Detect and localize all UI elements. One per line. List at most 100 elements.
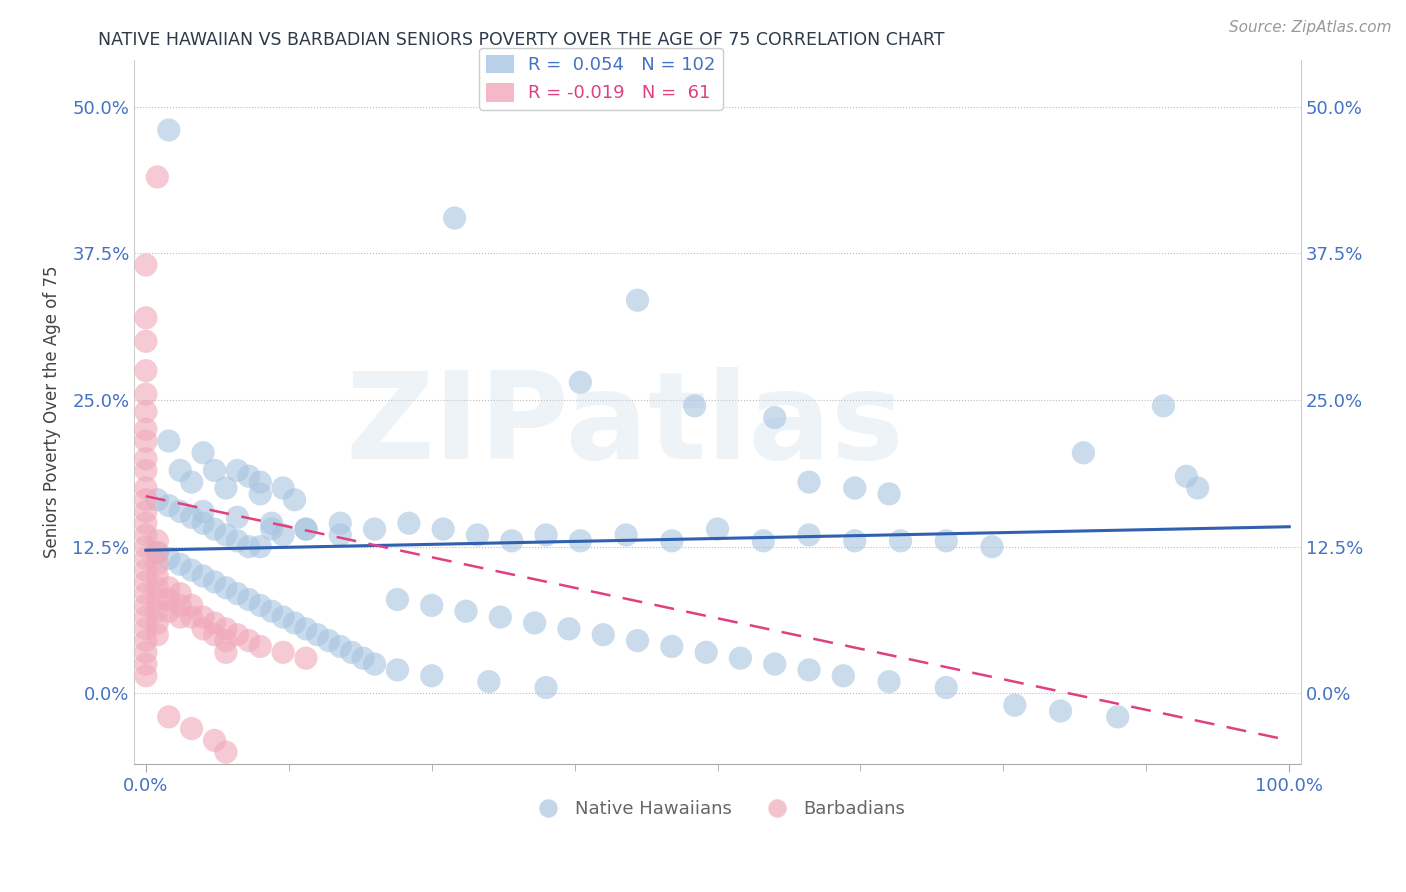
Barbadians	[146, 545, 169, 559]
Native Hawaiians	[695, 645, 717, 659]
Native Hawaiians	[260, 516, 283, 531]
Barbadians	[191, 622, 214, 636]
Barbadians	[157, 710, 180, 724]
Native Hawaiians	[1049, 704, 1071, 718]
Native Hawaiians	[307, 628, 329, 642]
Native Hawaiians	[238, 540, 260, 554]
Native Hawaiians	[1187, 481, 1209, 495]
Native Hawaiians	[157, 123, 180, 137]
Native Hawaiians	[569, 533, 592, 548]
Native Hawaiians	[467, 528, 489, 542]
Native Hawaiians	[844, 481, 866, 495]
Native Hawaiians	[1175, 469, 1198, 483]
Native Hawaiians	[352, 651, 374, 665]
Barbadians	[215, 633, 238, 648]
Native Hawaiians	[249, 475, 271, 490]
Barbadians	[157, 581, 180, 595]
Native Hawaiians	[329, 516, 352, 531]
Native Hawaiians	[157, 551, 180, 566]
Barbadians	[135, 451, 157, 466]
Native Hawaiians	[260, 604, 283, 618]
Native Hawaiians	[832, 669, 855, 683]
Native Hawaiians	[271, 481, 294, 495]
Barbadians	[180, 599, 202, 613]
Barbadians	[135, 528, 157, 542]
Barbadians	[191, 610, 214, 624]
Barbadians	[215, 622, 238, 636]
Native Hawaiians	[763, 410, 786, 425]
Native Hawaiians	[249, 487, 271, 501]
Barbadians	[135, 645, 157, 659]
Barbadians	[204, 733, 226, 747]
Native Hawaiians	[387, 663, 409, 677]
Native Hawaiians	[558, 622, 581, 636]
Barbadians	[135, 587, 157, 601]
Native Hawaiians	[1152, 399, 1174, 413]
Native Hawaiians	[204, 463, 226, 477]
Native Hawaiians	[318, 633, 340, 648]
Barbadians	[146, 592, 169, 607]
Barbadians	[135, 657, 157, 671]
Barbadians	[135, 669, 157, 683]
Native Hawaiians	[877, 674, 900, 689]
Native Hawaiians	[398, 516, 420, 531]
Native Hawaiians	[204, 574, 226, 589]
Native Hawaiians	[146, 492, 169, 507]
Barbadians	[135, 364, 157, 378]
Barbadians	[215, 745, 238, 759]
Native Hawaiians	[797, 663, 820, 677]
Native Hawaiians	[271, 528, 294, 542]
Barbadians	[249, 640, 271, 654]
Barbadians	[135, 563, 157, 577]
Barbadians	[295, 651, 318, 665]
Native Hawaiians	[260, 522, 283, 536]
Native Hawaiians	[683, 399, 706, 413]
Barbadians	[226, 628, 249, 642]
Barbadians	[135, 492, 157, 507]
Native Hawaiians	[271, 610, 294, 624]
Native Hawaiians	[569, 376, 592, 390]
Native Hawaiians	[204, 522, 226, 536]
Native Hawaiians	[1107, 710, 1129, 724]
Barbadians	[157, 604, 180, 618]
Barbadians	[180, 610, 202, 624]
Native Hawaiians	[329, 640, 352, 654]
Barbadians	[169, 587, 191, 601]
Native Hawaiians	[763, 657, 786, 671]
Native Hawaiians	[215, 481, 238, 495]
Barbadians	[135, 463, 157, 477]
Barbadians	[215, 645, 238, 659]
Barbadians	[146, 558, 169, 572]
Native Hawaiians	[295, 522, 318, 536]
Barbadians	[146, 533, 169, 548]
Native Hawaiians	[226, 533, 249, 548]
Barbadians	[135, 258, 157, 272]
Native Hawaiians	[661, 640, 683, 654]
Native Hawaiians	[215, 528, 238, 542]
Barbadians	[204, 615, 226, 630]
Native Hawaiians	[191, 504, 214, 518]
Native Hawaiians	[169, 463, 191, 477]
Native Hawaiians	[329, 528, 352, 542]
Native Hawaiians	[592, 628, 614, 642]
Native Hawaiians	[387, 592, 409, 607]
Native Hawaiians	[1004, 698, 1026, 713]
Native Hawaiians	[169, 558, 191, 572]
Native Hawaiians	[157, 499, 180, 513]
Barbadians	[135, 633, 157, 648]
Native Hawaiians	[191, 516, 214, 531]
Native Hawaiians	[935, 533, 957, 548]
Text: NATIVE HAWAIIAN VS BARBADIAN SENIORS POVERTY OVER THE AGE OF 75 CORRELATION CHAR: NATIVE HAWAIIAN VS BARBADIAN SENIORS POV…	[98, 31, 945, 49]
Native Hawaiians	[340, 645, 363, 659]
Native Hawaiians	[626, 633, 648, 648]
Native Hawaiians	[534, 681, 557, 695]
Native Hawaiians	[478, 674, 501, 689]
Native Hawaiians	[706, 522, 728, 536]
Barbadians	[135, 504, 157, 518]
Native Hawaiians	[752, 533, 775, 548]
Barbadians	[135, 551, 157, 566]
Barbadians	[204, 628, 226, 642]
Barbadians	[135, 405, 157, 419]
Barbadians	[135, 434, 157, 448]
Native Hawaiians	[226, 463, 249, 477]
